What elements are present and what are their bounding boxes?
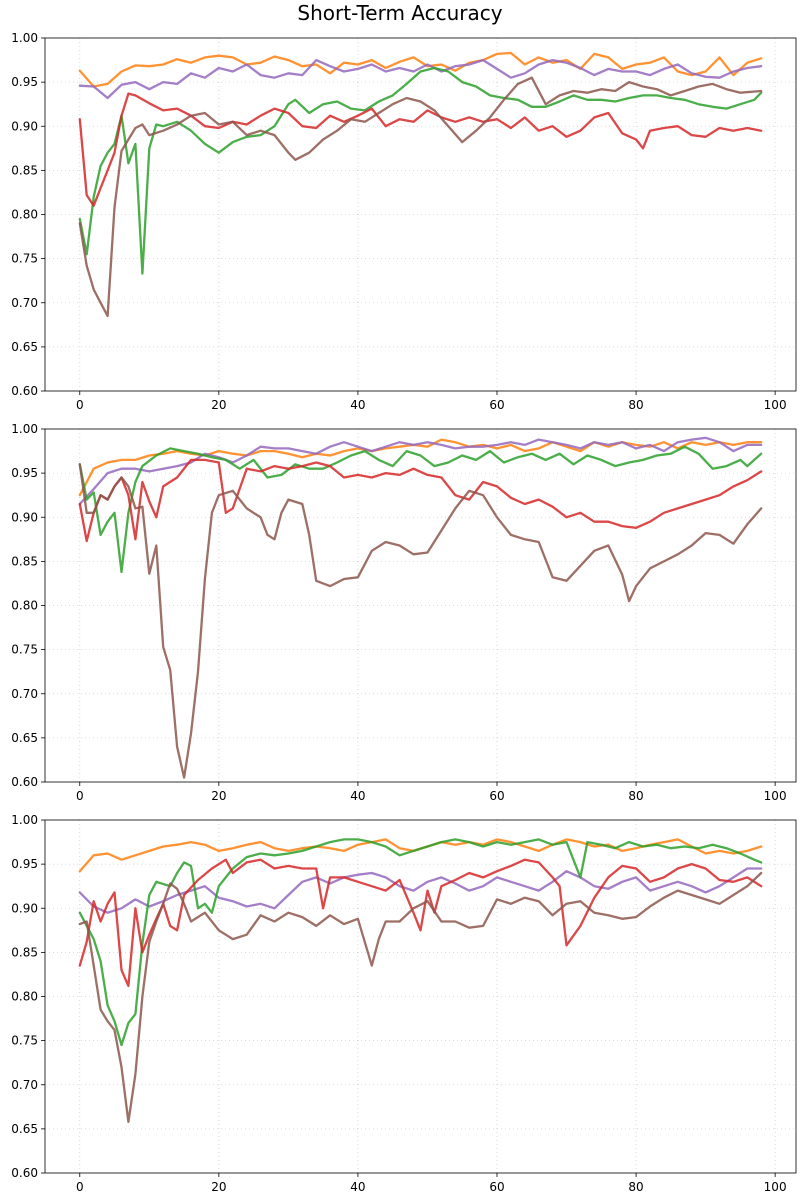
subplot-2: 0 20 40 60 80 100 0.60 0.65 0.70 0.75 0.80 0.85 0.90… [11,422,797,803]
y-tick-label-5: 0.85 [11,554,38,568]
y-tick-label-5: 0.85 [11,163,38,177]
x-tick-label-0: 0 [76,1180,84,1194]
series-line-5 [78,463,763,779]
y-tick-label-7: 0.95 [11,75,38,89]
y-tick-label-4: 0.80 [11,599,38,613]
x-tick-label-0: 0 [76,398,84,412]
series-line-3 [78,838,763,1047]
y-tick-label-2: 0.70 [11,1078,38,1092]
y-tick-label-0: 0.60 [11,775,38,789]
series-line-3 [78,445,763,574]
y-tick-label-1: 0.65 [11,731,38,745]
x-tick-label-0: 0 [76,789,84,803]
subplot-stack: 0 20 40 60 80 100 0.60 0.65 0.70 0.75 0.80 0.85 0.90… [11,31,797,1194]
x-tick-label-5: 100 [764,789,787,803]
y-tick-label-4: 0.80 [11,208,38,222]
y-tick-label-7: 0.95 [11,857,38,871]
x-tick-label-2: 40 [350,1180,365,1194]
y-tick-label-5: 0.85 [11,945,38,959]
series-line-5 [78,76,763,318]
x-tick-label-1: 20 [211,789,226,803]
y-tick-label-6: 0.90 [11,119,38,133]
x-tick-label-4: 80 [628,789,643,803]
y-tick-label-3: 0.75 [11,643,38,657]
x-tick-label-3: 60 [489,1180,504,1194]
series-line-2 [78,867,763,914]
y-tick-label-4: 0.80 [11,990,38,1004]
y-tick-label-1: 0.65 [11,1122,38,1136]
x-tick-label-5: 100 [764,1180,787,1194]
y-tick-label-0: 0.60 [11,384,38,398]
y-tick-label-6: 0.90 [11,510,38,524]
x-tick-label-4: 80 [628,1180,643,1194]
series-line-2 [78,58,763,100]
series-line-4 [78,458,763,543]
subplot-3: 0 20 40 60 80 100 0.60 0.65 0.70 0.75 0.80 0.85 0.90… [11,813,797,1194]
y-tick-label-6: 0.90 [11,901,38,915]
x-tick-label-1: 20 [211,398,226,412]
x-tick-label-3: 60 [489,398,504,412]
y-tick-label-0: 0.60 [11,1166,38,1180]
x-tick-label-1: 20 [211,1180,226,1194]
series-line-5 [78,871,763,1123]
x-tick-label-4: 80 [628,398,643,412]
x-tick-label-5: 100 [764,398,787,412]
series-line-1 [78,51,763,88]
x-tick-label-2: 40 [350,398,365,412]
y-tick-label-8: 1.00 [11,813,38,827]
subplot-1: 0 20 40 60 80 100 0.60 0.65 0.70 0.75 0.80 0.85 0.90… [11,31,797,412]
figure-title: Short-Term Accuracy [297,1,502,25]
y-tick-label-3: 0.75 [11,252,38,266]
x-tick-label-3: 60 [489,789,504,803]
series-line-4 [78,858,763,988]
x-tick-label-2: 40 [350,789,365,803]
series-line-4 [78,92,763,207]
y-tick-label-7: 0.95 [11,466,38,480]
y-tick-label-1: 0.65 [11,340,38,354]
y-tick-label-8: 1.00 [11,31,38,45]
y-tick-label-3: 0.75 [11,1034,38,1048]
y-tick-label-8: 1.00 [11,422,38,436]
y-tick-label-2: 0.70 [11,687,38,701]
y-tick-label-2: 0.70 [11,296,38,310]
series-line-3 [78,66,763,275]
